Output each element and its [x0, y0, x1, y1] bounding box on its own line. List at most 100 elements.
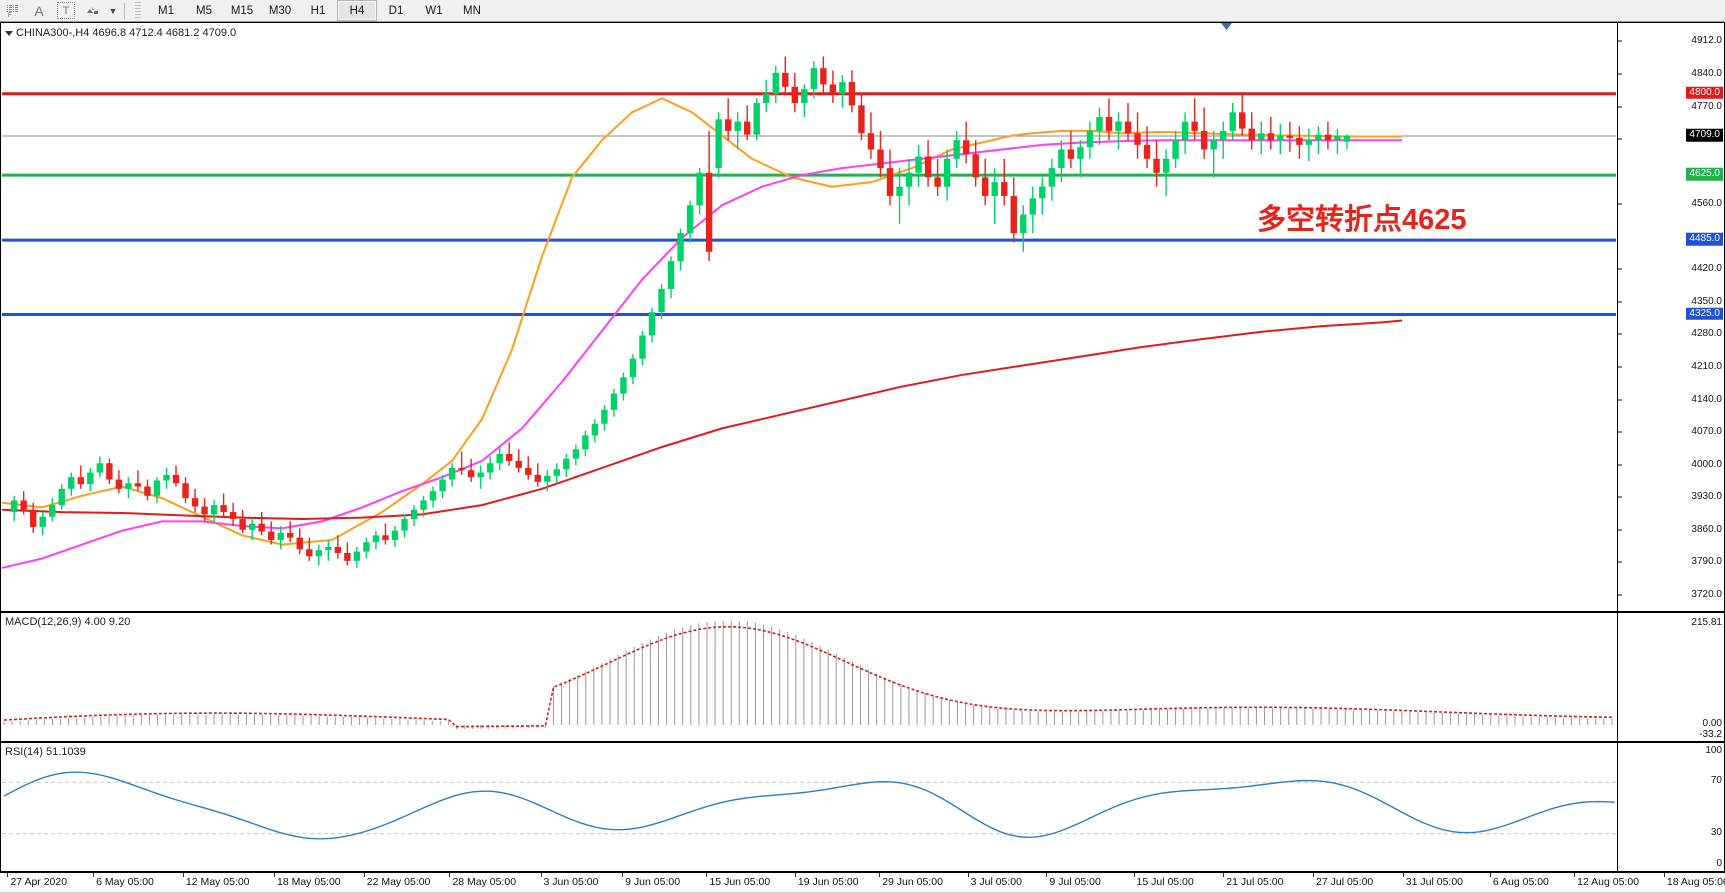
- price-tag-4325-0: 4325.0: [1686, 307, 1723, 320]
- time-tickmark: [1223, 873, 1225, 877]
- macd-axis: 215.81 0.00 -33.2: [1617, 613, 1724, 741]
- candle-body: [877, 149, 884, 169]
- time-axis-label: 29 Jun 05:00: [882, 876, 943, 888]
- candle-body: [1162, 158, 1170, 173]
- toolbar-grip[interactable]: [135, 2, 141, 19]
- price-tickmark: [1618, 464, 1622, 466]
- objects-icon[interactable]: [80, 1, 106, 21]
- candle-body: [477, 472, 484, 478]
- timeframe-h4[interactable]: H4: [337, 0, 377, 21]
- candle-body: [991, 182, 998, 196]
- time-axis-label: 9 Jun 05:00: [625, 876, 681, 888]
- candle-body: [953, 140, 960, 159]
- candle-body: [943, 158, 951, 187]
- candle-body: [467, 470, 475, 478]
- time-axis-label: 28 May 05:00: [452, 876, 517, 888]
- price-tick-label: 3930.0: [1691, 491, 1722, 503]
- time-axis[interactable]: 27 Apr 2020 6 May 05:00 12 May 05:00 18 May…: [0, 872, 1725, 893]
- candle-body: [629, 358, 637, 378]
- price-tickmark: [1618, 561, 1622, 563]
- text-label-icon[interactable]: T: [57, 2, 75, 19]
- candle-body: [772, 72, 779, 94]
- candle-body: [353, 551, 361, 561]
- candle-body: [1277, 135, 1284, 141]
- price-axis[interactable]: 4912.04840.04770.04700.04560.04420.04350…: [1617, 23, 1724, 611]
- price-tickmark: [1618, 40, 1622, 42]
- candle-body: [30, 509, 37, 527]
- candle-body: [1248, 128, 1255, 141]
- rsi-plot-area[interactable]: [2, 744, 1616, 870]
- time-axis-label: 3 Jul 05:00: [970, 876, 1022, 888]
- candle-body: [220, 505, 227, 513]
- candle-body: [839, 82, 846, 94]
- time-tickmark: [706, 873, 708, 877]
- price-tickmark: [1618, 268, 1622, 270]
- candle-body: [848, 82, 856, 106]
- candle-body: [763, 93, 770, 104]
- candle-body: [58, 488, 65, 506]
- macd-tick-label: -33.2: [1699, 729, 1722, 740]
- timeframe-label: D1: [388, 4, 404, 17]
- time-tickmark: [182, 873, 184, 877]
- price-tickmark: [1618, 73, 1622, 75]
- candle-body: [496, 453, 503, 464]
- timeframe-h1[interactable]: H1: [299, 1, 337, 20]
- candle-body: [258, 523, 265, 532]
- timeframe-w1[interactable]: W1: [415, 1, 453, 20]
- crosshair-grid-icon[interactable]: F: [0, 1, 26, 21]
- price-tick-label: 3720.0: [1691, 588, 1722, 600]
- price-tickmark: [1618, 594, 1622, 596]
- candle-body: [905, 172, 913, 187]
- rsi-axis: 100 70 30 0: [1617, 743, 1724, 871]
- candle-body: [144, 486, 151, 496]
- candle-body: [1096, 116, 1103, 131]
- candle-body: [591, 423, 599, 436]
- symbol-header[interactable]: CHINA300-,H4 4696.8 4712.4 4681.2 4709.0: [5, 27, 236, 39]
- main-plot-area[interactable]: 多空转折点4625: [2, 24, 1616, 610]
- timeframe-label: M15: [230, 4, 254, 17]
- timeframe-m30[interactable]: M30: [261, 1, 299, 20]
- text-A-icon[interactable]: A: [34, 2, 44, 19]
- candle-body: [115, 479, 123, 489]
- candle-body: [391, 530, 399, 540]
- time-axis-label: 22 May 05:00: [366, 876, 431, 888]
- time-tickmark: [363, 873, 365, 877]
- price-tickmark: [1618, 366, 1622, 368]
- candle-body: [744, 121, 751, 135]
- timeframe-m1[interactable]: M1: [147, 1, 185, 20]
- candle-body: [49, 505, 56, 517]
- timeframe-m15[interactable]: M15: [223, 1, 261, 20]
- candle-body: [1020, 214, 1027, 234]
- price-tick-label: 4840.0: [1691, 68, 1722, 80]
- candle-body: [544, 475, 551, 482]
- candle-body: [582, 435, 589, 450]
- price-tick-label: 3860.0: [1691, 523, 1722, 535]
- price-tag-4709-0: 4709.0: [1686, 128, 1723, 142]
- candle-body: [68, 477, 75, 489]
- candle-body: [201, 506, 208, 515]
- chart-menu-arrow-icon[interactable]: [5, 30, 13, 36]
- candle-body: [1067, 149, 1075, 159]
- timeframe-mn[interactable]: MN: [453, 1, 491, 20]
- crosshair-grid-glyph: F: [6, 4, 19, 18]
- macd-plot-area[interactable]: [2, 614, 1616, 740]
- price-tick-label: 4560.0: [1691, 198, 1722, 210]
- candle-body: [858, 105, 865, 134]
- candle-body: [1286, 135, 1294, 138]
- timeframe-d1[interactable]: D1: [377, 1, 415, 20]
- time-axis-label: 3 Jun 05:00: [543, 876, 599, 888]
- svg-text:F: F: [8, 13, 12, 18]
- timeframe-m5[interactable]: M5: [185, 1, 223, 20]
- candle-body: [962, 140, 970, 155]
- candle-body: [458, 467, 465, 471]
- candle-body: [972, 154, 979, 178]
- candle-body: [1258, 133, 1265, 141]
- chevron-down-icon[interactable]: ▼: [108, 5, 118, 16]
- timeframe-group: M1 M5 M15 M30 H1 H4 D1 W1 MN: [147, 0, 491, 21]
- time-axis-label: 21 Jul 05:00: [1226, 876, 1284, 888]
- price-tick-label: 4420.0: [1691, 263, 1722, 275]
- candle-body: [886, 168, 894, 196]
- price-tag-4625-0: 4625.0: [1686, 167, 1723, 181]
- price-tickmark: [1618, 203, 1622, 205]
- candle-body: [791, 86, 798, 104]
